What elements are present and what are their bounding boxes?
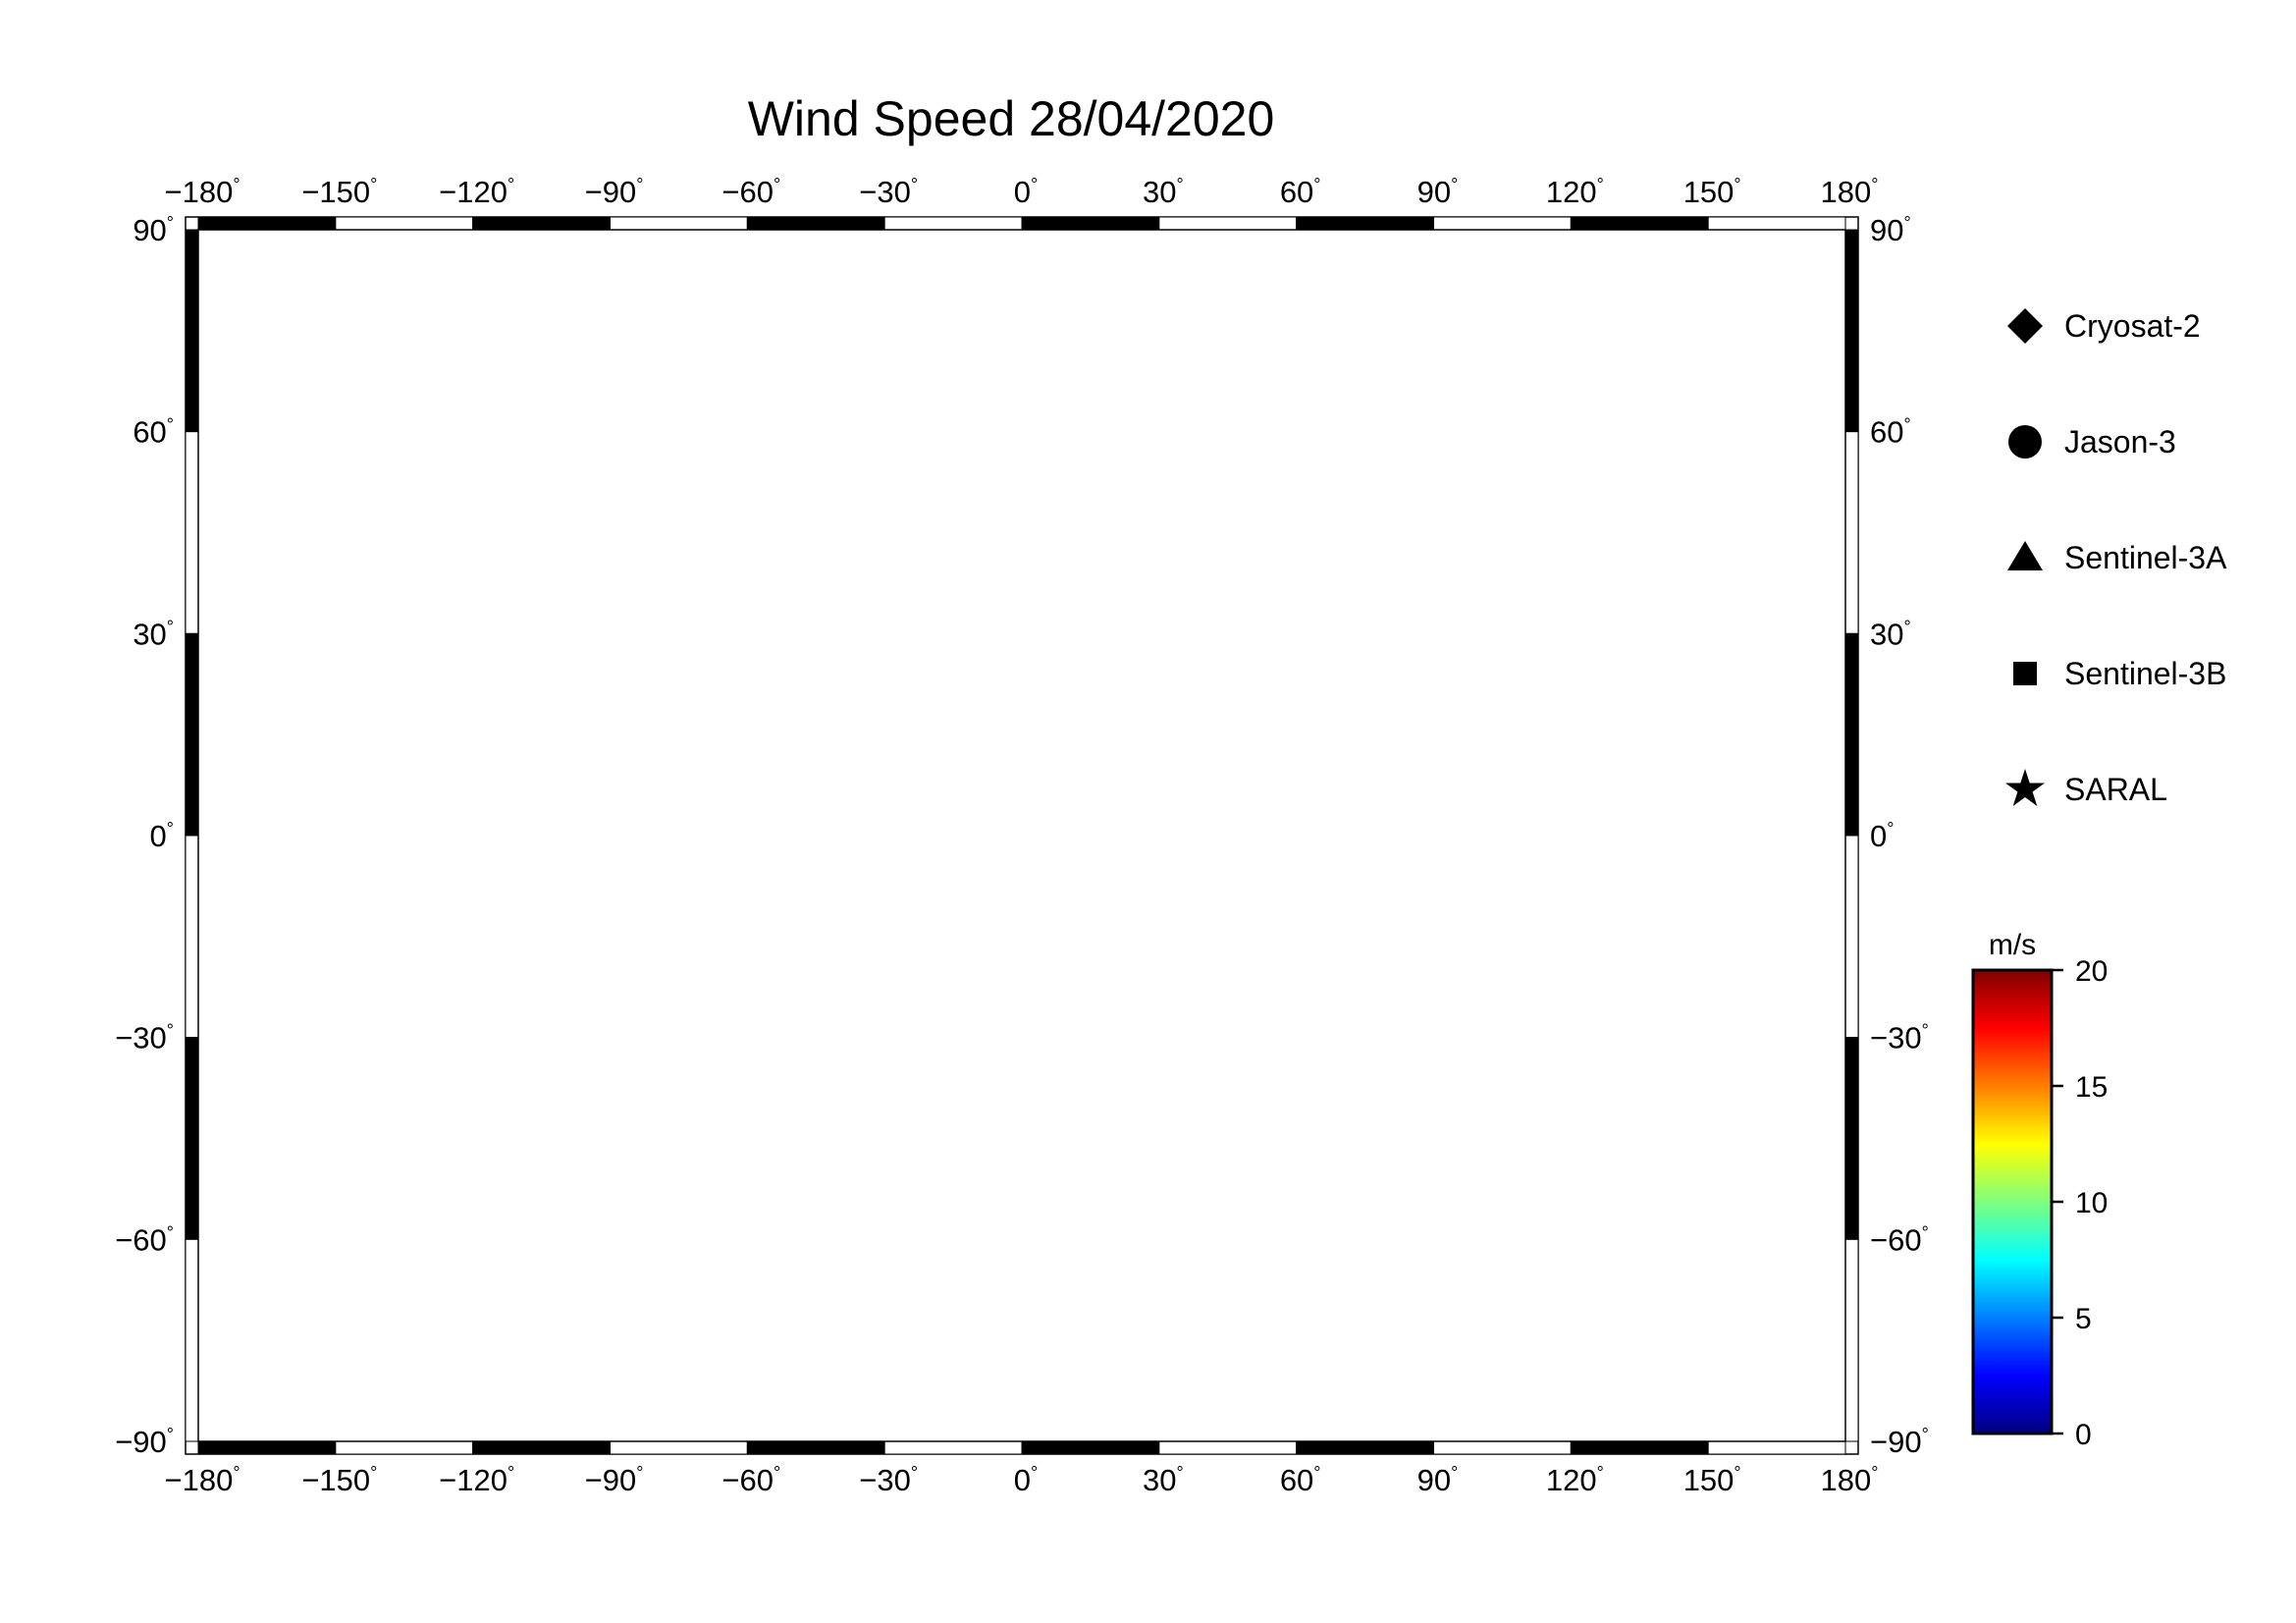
map-frame — [185, 216, 1859, 1455]
lon-tick-label-bottom: 30° — [1143, 1463, 1184, 1497]
lon-tick-label-top: 180° — [1821, 175, 1879, 209]
lat-tick-label-left: −30° — [115, 1021, 174, 1055]
lon-tick-label-bottom: −150° — [301, 1463, 377, 1497]
lon-tick-label-top: 150° — [1683, 175, 1741, 209]
lat-tick-label-left: 60° — [133, 415, 174, 450]
colorbar-tick-label: 15 — [2075, 1071, 2108, 1104]
lon-tick-label-top: −60° — [721, 175, 780, 209]
lon-tick-label-bottom: 60° — [1280, 1463, 1321, 1497]
lat-tick-label-left: −90° — [115, 1425, 174, 1459]
lon-tick-label-top: −30° — [859, 175, 918, 209]
legend-label: SARAL — [2064, 772, 2167, 807]
legend-label: Sentinel-3B — [2064, 656, 2226, 691]
legend-item: Jason-3 — [2008, 424, 2176, 460]
lon-tick-label-top: 120° — [1546, 175, 1604, 209]
lat-tick-label-left: 30° — [133, 617, 174, 651]
lat-tick-label-left: 90° — [133, 213, 174, 247]
circle-icon — [2008, 425, 2042, 459]
lon-tick-label-top: 60° — [1280, 175, 1321, 209]
square-icon — [2013, 662, 2037, 685]
lat-tick-label-right: −60° — [1870, 1222, 1929, 1257]
colorbar: m/s 20 15 10 5 0 — [1971, 929, 2108, 1451]
lon-tick-label-bottom: 0° — [1014, 1463, 1038, 1497]
lon-tick-label-bottom: −30° — [859, 1463, 918, 1497]
lat-tick-label-right: 60° — [1870, 415, 1911, 450]
colorbar-unit: m/s — [1989, 929, 2036, 961]
lat-tick-label-left: −60° — [115, 1222, 174, 1257]
lon-tick-label-bottom: 150° — [1683, 1463, 1741, 1497]
colorbar-tick-label: 20 — [2075, 955, 2108, 988]
triangle-icon — [2007, 541, 2043, 570]
legend-label: Cryosat-2 — [2064, 308, 2201, 344]
tick-labels: −180° −180° −150° −150° −120° −120° −90° −90° −6… — [115, 175, 1929, 1497]
lat-tick-label-left: 0° — [150, 819, 174, 853]
lon-tick-label-bottom: −180° — [164, 1463, 240, 1497]
lon-tick-label-top: −90° — [585, 175, 644, 209]
colorbar-tick-label: 0 — [2075, 1419, 2092, 1451]
lon-tick-label-bottom: −90° — [585, 1463, 644, 1497]
lon-tick-label-top: 0° — [1014, 175, 1038, 209]
lat-tick-label-right: −30° — [1870, 1021, 1929, 1055]
legend-label: Jason-3 — [2064, 424, 2176, 460]
lon-tick-label-bottom: 120° — [1546, 1463, 1604, 1497]
lon-tick-label-bottom: 90° — [1417, 1463, 1459, 1497]
lon-tick-label-top: 30° — [1143, 175, 1184, 209]
map-title: Wind Speed 28/04/2020 — [747, 91, 1275, 146]
lon-tick-label-top: −120° — [439, 175, 514, 209]
legend-item: Sentinel-3B — [2013, 656, 2226, 691]
colorbar-tick-label: 5 — [2075, 1303, 2092, 1335]
legend-item: SARAL — [2005, 769, 2167, 807]
diamond-icon — [2007, 308, 2043, 344]
lat-tick-label-right: 0° — [1870, 819, 1894, 853]
lat-tick-label-right: 90° — [1870, 213, 1911, 247]
lat-tick-label-right: −90° — [1870, 1425, 1929, 1459]
lon-tick-label-top: −150° — [301, 175, 377, 209]
lat-tick-label-right: 30° — [1870, 617, 1911, 651]
star-icon — [2005, 769, 2045, 806]
legend: Cryosat-2 Jason-3 Sentinel-3A Sentinel-3B SA… — [2005, 308, 2227, 807]
lon-tick-label-top: 90° — [1417, 175, 1459, 209]
lon-tick-label-top: −180° — [164, 175, 240, 209]
legend-item: Sentinel-3A — [2007, 540, 2227, 575]
colorbar-bar — [1971, 968, 2054, 1435]
lon-tick-label-bottom: −60° — [721, 1463, 780, 1497]
lon-tick-label-bottom: −120° — [439, 1463, 514, 1497]
legend-item: Cryosat-2 — [2007, 308, 2201, 344]
legend-label: Sentinel-3A — [2064, 540, 2227, 575]
lon-tick-label-bottom: 180° — [1821, 1463, 1879, 1497]
colorbar-tick-label: 10 — [2075, 1187, 2108, 1219]
